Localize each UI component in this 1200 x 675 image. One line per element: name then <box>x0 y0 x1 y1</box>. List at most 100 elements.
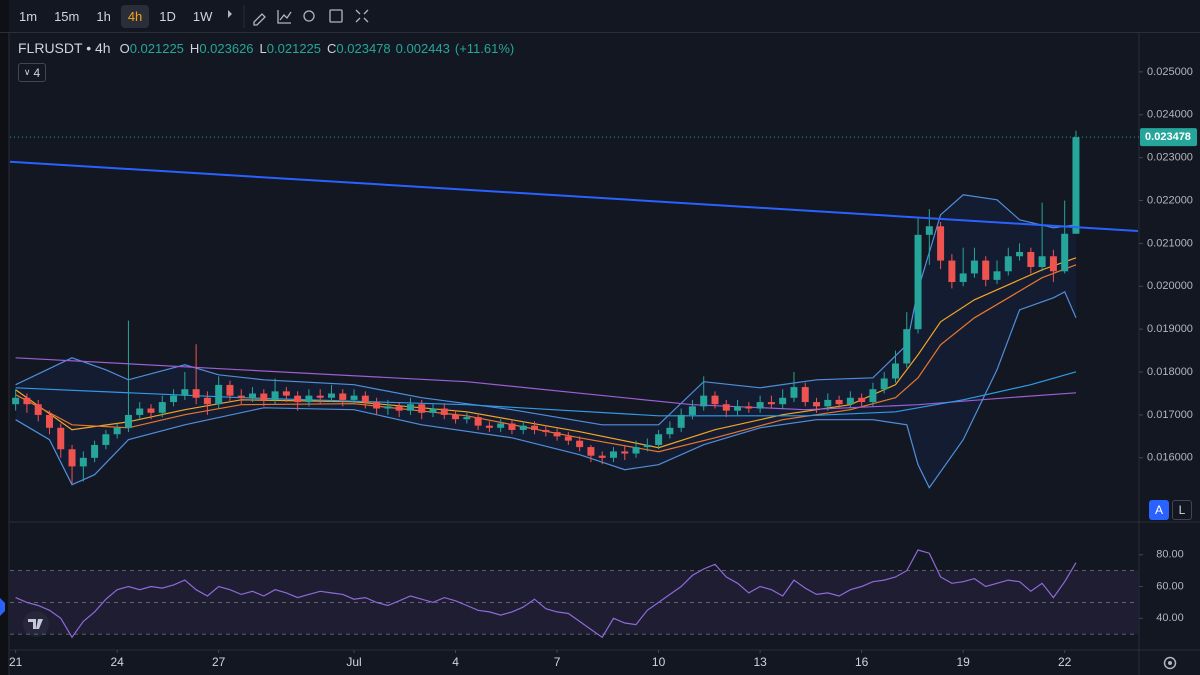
candle-body <box>68 449 76 467</box>
candle-body <box>406 404 414 411</box>
x-tick-label: 19 <box>956 655 970 669</box>
candle-body <box>113 427 121 435</box>
candle-body <box>23 397 31 405</box>
candle-body <box>215 384 223 405</box>
rsi-line <box>15 549 1077 639</box>
x-tick-label: Jul <box>346 655 361 669</box>
candle-body <box>1016 251 1024 257</box>
candle-body <box>643 444 651 448</box>
y-tick-label: 0.025000 <box>1147 66 1193 78</box>
settings-icon[interactable] <box>1163 656 1177 670</box>
ohlc-item: O0.021225 <box>120 41 184 56</box>
candle-body <box>350 395 358 400</box>
candle-body <box>542 429 550 433</box>
candle-body <box>722 404 730 411</box>
interval-button[interactable]: 4h <box>120 4 150 28</box>
settings-icon[interactable] <box>303 9 316 22</box>
candle-body <box>474 417 482 426</box>
ohlc-item: L0.021225 <box>260 41 321 56</box>
candle-body <box>711 395 719 405</box>
candle-body <box>192 389 200 398</box>
candle-body <box>384 406 392 409</box>
candle-body <box>361 395 369 403</box>
dropdown-arrow[interactable] <box>228 9 233 18</box>
interval-button[interactable]: 15m <box>54 8 80 24</box>
candle-body <box>982 260 990 280</box>
y-tick-label: 40.00 <box>1156 612 1184 624</box>
candle-body <box>452 414 460 420</box>
candle-body <box>621 451 629 454</box>
candle-body <box>102 434 110 445</box>
candle-body <box>858 397 866 403</box>
interval-button[interactable]: 1h <box>96 8 111 24</box>
interval-button[interactable]: 1W <box>192 8 213 24</box>
overlay-line <box>15 371 1077 417</box>
overlay-line <box>15 264 1077 453</box>
candle-body <box>1004 256 1012 272</box>
symbol: FLRUSDT • 4h <box>18 40 111 56</box>
interval-button[interactable]: 1m <box>19 8 38 24</box>
candle-body <box>666 427 674 435</box>
indicator-count: 4 <box>33 65 41 80</box>
auto-scale-button[interactable]: A <box>1149 500 1169 520</box>
interval-button[interactable]: 1D <box>159 8 176 24</box>
ohlc-value: 0.023626 <box>199 40 254 56</box>
candle-body <box>553 432 561 437</box>
ohlc-key: H <box>189 40 200 56</box>
y-tick-label: 0.016000 <box>1147 452 1193 464</box>
candle-body <box>632 447 640 454</box>
x-tick-label: 7 <box>554 655 561 669</box>
candle-body <box>756 402 764 409</box>
tv-logo <box>23 611 49 637</box>
fullscreen-icon[interactable] <box>355 9 369 22</box>
ohlc-item: C0.023478 <box>327 41 391 56</box>
legend: FLRUSDT • 4h O0.021225 H0.023626 L0.021225… <box>18 40 514 56</box>
candle-body <box>700 395 708 407</box>
band-fill <box>15 194 1077 488</box>
candle-body <box>937 226 945 261</box>
candle-body <box>1038 256 1046 267</box>
y-tick-label: 60.00 <box>1156 580 1184 592</box>
y-tick-label: 0.020000 <box>1147 280 1193 292</box>
x-tick-label: 16 <box>855 655 869 669</box>
candle-body <box>914 234 922 330</box>
candle-body <box>1049 256 1057 272</box>
ohlc: O0.021225 H0.023626 L0.021225 C0.023478 <box>120 41 391 56</box>
candle-body <box>57 427 65 450</box>
candle-body <box>891 363 899 379</box>
save-icon[interactable] <box>329 8 344 23</box>
candle-body <box>91 444 99 458</box>
toolbar: 1m 15m 1h 4h 1D 1W <box>0 0 1200 33</box>
ohlc-key: L <box>259 40 267 56</box>
candle-body <box>813 402 821 407</box>
candle-body <box>993 271 1001 280</box>
ohlc-value: 0.021225 <box>129 40 184 56</box>
candle-body <box>948 260 956 283</box>
toolbar-icons <box>228 4 369 28</box>
x-tick-label: 24 <box>110 655 124 669</box>
ohlc-value: 0.021225 <box>266 40 322 56</box>
x-tick-label: 21 <box>9 655 23 669</box>
gear-ring <box>1163 656 1177 670</box>
candle-body <box>203 397 211 405</box>
pane-handle[interactable] <box>0 598 5 616</box>
candle-body <box>869 389 877 403</box>
last-price-label: 0.023478 <box>1145 131 1191 143</box>
candle-body <box>45 414 53 428</box>
overlay-line <box>15 290 1077 489</box>
y-tick-label: 80.00 <box>1156 549 1184 561</box>
candle-body <box>136 408 144 415</box>
level-band <box>10 570 1138 635</box>
indicator-icon[interactable] <box>277 9 292 24</box>
draw-icon[interactable] <box>253 12 267 26</box>
candle-body <box>1072 137 1080 234</box>
candle-body <box>497 423 505 428</box>
log-scale-button[interactable]: L <box>1172 500 1192 520</box>
candle-body <box>519 425 527 430</box>
candle-body <box>745 406 753 409</box>
candle-body <box>305 395 313 403</box>
candle-body <box>508 423 516 430</box>
indicator-toggle[interactable]: ∨ 4 <box>18 63 46 82</box>
candle-body <box>463 417 471 420</box>
